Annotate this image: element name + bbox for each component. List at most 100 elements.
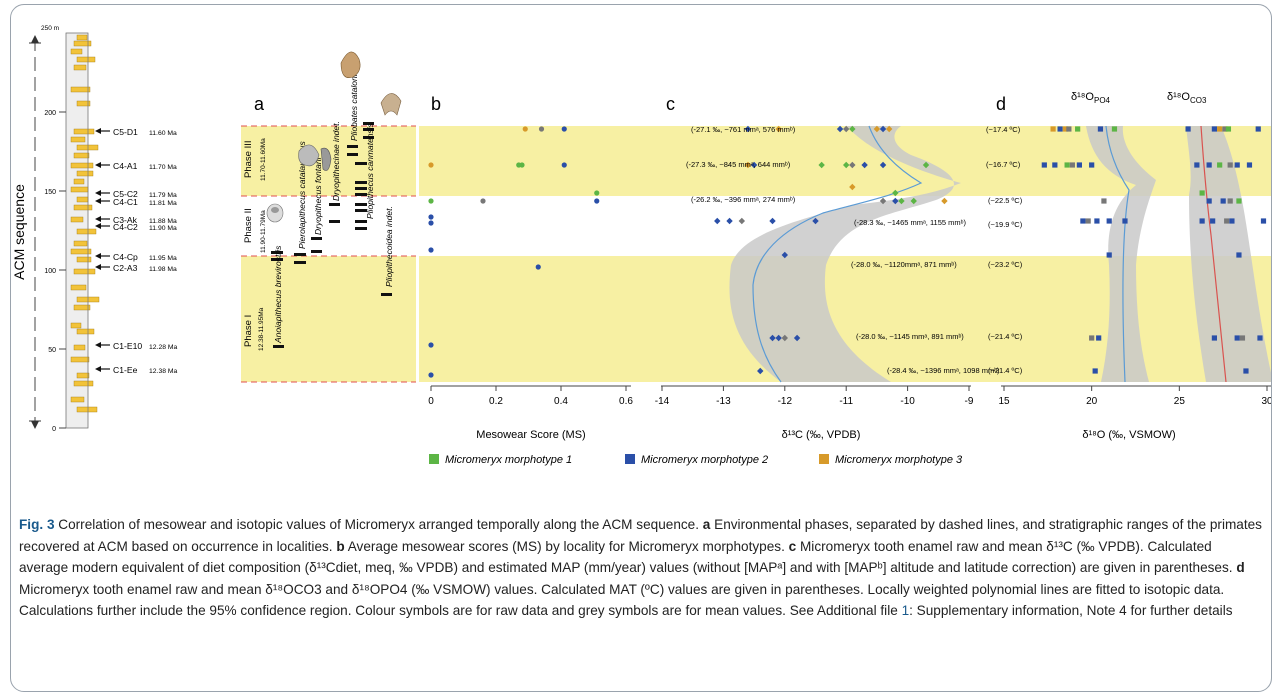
data-point xyxy=(1080,218,1086,224)
data-point xyxy=(480,198,486,204)
panel-d: d δ¹⁸OPO4 δ¹⁸OCO3 15 20 25 30 δ¹⁸O (‰, VSMO… xyxy=(986,91,1271,441)
data-point xyxy=(1260,218,1267,224)
locality-age: 11.70 Ma xyxy=(149,164,177,171)
panel-d-mat: (~21.4 ºC) xyxy=(988,332,1023,341)
taxon-pierolapithecus: Pierolapithecus catalaunicus xyxy=(297,141,307,249)
locality-arrow xyxy=(95,264,101,270)
strat-bed xyxy=(76,328,95,335)
taxon-dryopithecinae: Dryopithecinae indet. xyxy=(331,121,341,201)
data-point xyxy=(861,161,868,169)
strat-bed xyxy=(76,56,96,63)
data-point xyxy=(538,126,545,132)
fossil-skull-icon xyxy=(266,203,284,223)
data-point xyxy=(428,220,434,226)
data-point xyxy=(1236,252,1242,258)
strat-tick-label: 150 xyxy=(44,189,56,196)
data-point xyxy=(744,161,752,169)
locality-age: 11.90 Ma xyxy=(149,225,177,232)
taxon-anoiapithecus: Anoiapithecus brevirostris xyxy=(273,245,283,344)
locality-arrow xyxy=(95,190,101,196)
caption-c-text: Micromeryx tooth enamel raw and mean δ¹³… xyxy=(19,538,1237,576)
data-point xyxy=(522,126,528,132)
strat-tick-label: 200 xyxy=(44,110,56,117)
panel-d-mat: (~19.9 ºC) xyxy=(988,220,1023,229)
data-point xyxy=(1062,126,1068,132)
axis-tick-label: 0.4 xyxy=(554,396,568,407)
data-point xyxy=(1111,126,1118,132)
data-point xyxy=(898,197,905,205)
data-point xyxy=(1211,335,1217,341)
caption-fig-label: Fig. 3 xyxy=(19,517,55,532)
strat-bed xyxy=(73,178,85,185)
strat-bed xyxy=(73,304,91,311)
legend-swatch xyxy=(625,454,635,464)
locality-arrow xyxy=(95,366,101,372)
locality-age: 11.81 Ma xyxy=(149,200,177,207)
data-point xyxy=(812,217,819,225)
panel-b: b 0 0.2 0.4 0.6 Mesowear Score (MS) xyxy=(428,94,633,441)
locality-arrow xyxy=(95,342,101,348)
panel-d-xlabel: δ¹⁸O (‰, VSMOW) xyxy=(1082,429,1175,441)
strat-bed xyxy=(76,170,94,177)
phase-3-range: 11.70-11.60Ma xyxy=(260,138,267,181)
data-point xyxy=(1224,218,1230,224)
data-point xyxy=(757,367,764,375)
strat-bed xyxy=(70,248,92,255)
axis-tick-label: 0.2 xyxy=(489,396,503,407)
data-point xyxy=(885,125,893,133)
legend: Micromeryx morphotype 1 Micromeryx morpho… xyxy=(429,454,963,466)
data-point xyxy=(1041,162,1047,168)
axis-tick-label: -12 xyxy=(778,396,793,407)
data-point xyxy=(781,334,788,342)
strat-bed xyxy=(76,34,88,41)
data-point xyxy=(428,198,434,204)
data-point xyxy=(561,126,567,132)
phase-1-label: Phase I xyxy=(243,315,254,347)
strat-bed xyxy=(70,162,94,169)
data-point xyxy=(843,161,850,169)
data-point xyxy=(1094,218,1100,224)
taxon-pliopithecoidea: Pliopithecoidea indet. xyxy=(384,206,394,287)
panel-d-title-po4: δ¹⁸OPO4 xyxy=(1071,91,1111,105)
strat-bed xyxy=(76,144,99,151)
data-point xyxy=(714,217,721,225)
locality-name: C4-Cp xyxy=(113,252,138,262)
panel-c-loess xyxy=(752,125,923,383)
caption-file-link[interactable]: 1 xyxy=(901,603,910,618)
legend-label: Micromeryx morphotype 2 xyxy=(641,454,768,466)
data-point xyxy=(922,161,930,169)
taxon-pliobates: Pliobates cataloniae xyxy=(349,65,359,141)
data-point xyxy=(849,183,856,191)
strat-bed xyxy=(70,86,91,93)
data-point xyxy=(1096,335,1102,341)
data-point xyxy=(1085,218,1091,224)
locality-age: 11.98 Ma xyxy=(149,266,177,273)
locality-name: C4-C1 xyxy=(113,197,138,207)
data-point xyxy=(1106,252,1112,258)
data-point xyxy=(1234,162,1240,168)
data-point xyxy=(1122,218,1128,224)
data-point xyxy=(910,197,917,205)
panel-d-letter: d xyxy=(996,94,1006,114)
caption-b-letter: b xyxy=(336,538,345,554)
data-point xyxy=(1097,126,1104,132)
strat-bed xyxy=(73,268,96,275)
panel-d-mat: (~17.4 ºC) xyxy=(986,125,1021,134)
figure-caption: Fig. 3 Correlation of mesowear and isoto… xyxy=(19,514,1263,622)
data-point xyxy=(793,334,801,342)
data-point xyxy=(561,162,567,168)
axis-tick-label: -11 xyxy=(839,396,853,407)
strat-bed xyxy=(73,152,90,159)
panel-c-annotation: (-28.0 ‰, ~1120mmᵃ, 871 mmᵇ) xyxy=(851,260,957,269)
panel-c: c -14 -13 -12 -11 -10 -9 δ¹³C (‰, VPDB) (-27.… xyxy=(655,94,1000,441)
data-point xyxy=(836,125,844,133)
caption-b-text: Average mesowear scores (MS) by locality… xyxy=(344,538,789,554)
fossil-bone-icon xyxy=(340,51,361,78)
strat-bed xyxy=(70,356,90,363)
data-point xyxy=(1227,162,1233,168)
data-point xyxy=(535,264,541,270)
data-point xyxy=(1206,162,1212,168)
panel-c-annotation: (-28.0 ‰, ~1145 mmᵃ, 891 mmᵇ) xyxy=(856,332,964,341)
data-point xyxy=(769,217,776,225)
